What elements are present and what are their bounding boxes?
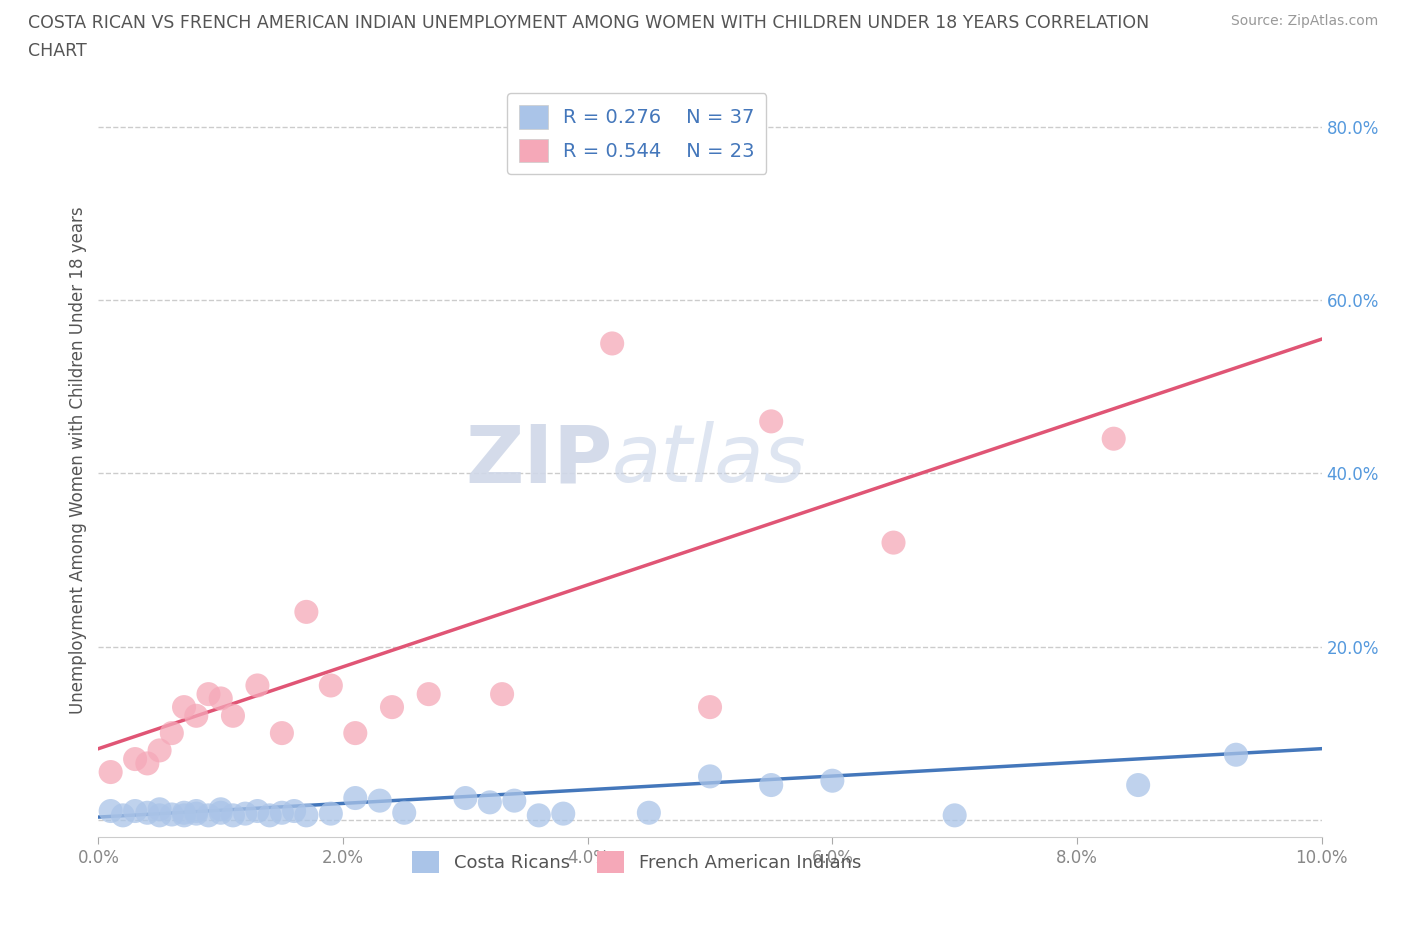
Point	[149, 802, 172, 817]
Point	[344, 790, 367, 805]
Point	[418, 686, 440, 701]
Point	[368, 793, 391, 808]
Point	[100, 764, 122, 779]
Point	[186, 806, 208, 821]
Point	[222, 709, 245, 724]
Point	[503, 793, 526, 808]
Point	[136, 756, 159, 771]
Point	[1128, 777, 1150, 792]
Y-axis label: Unemployment Among Women with Children Under 18 years: Unemployment Among Women with Children U…	[69, 206, 87, 714]
Point	[124, 751, 146, 766]
Point	[637, 805, 661, 820]
Point	[527, 808, 550, 823]
Point	[344, 725, 367, 740]
Point	[454, 790, 477, 805]
Point	[283, 804, 305, 818]
Point	[1225, 748, 1247, 763]
Legend: Costa Ricans, French American Indians: Costa Ricans, French American Indians	[405, 844, 868, 881]
Point	[173, 805, 195, 820]
Point	[295, 808, 318, 823]
Point	[197, 686, 219, 701]
Point	[759, 777, 782, 792]
Point	[699, 769, 721, 784]
Point	[319, 678, 342, 693]
Point	[270, 805, 292, 820]
Point	[259, 808, 281, 823]
Point	[173, 808, 195, 823]
Point	[392, 805, 416, 820]
Text: COSTA RICAN VS FRENCH AMERICAN INDIAN UNEMPLOYMENT AMONG WOMEN WITH CHILDREN UND: COSTA RICAN VS FRENCH AMERICAN INDIAN UN…	[28, 14, 1149, 32]
Point	[124, 804, 146, 818]
Point	[943, 808, 966, 823]
Point	[136, 805, 159, 820]
Point	[246, 678, 269, 693]
Point	[600, 336, 623, 351]
Point	[173, 699, 195, 714]
Point	[821, 773, 844, 788]
Point	[553, 806, 575, 821]
Point	[295, 604, 318, 619]
Point	[160, 807, 183, 822]
Point	[209, 691, 232, 706]
Point	[246, 804, 269, 818]
Text: CHART: CHART	[28, 42, 87, 60]
Point	[699, 699, 721, 714]
Point	[270, 725, 292, 740]
Point	[186, 709, 208, 724]
Point	[111, 808, 134, 823]
Point	[209, 802, 232, 817]
Point	[478, 795, 501, 810]
Point	[759, 414, 782, 429]
Point	[149, 808, 172, 823]
Text: ZIP: ZIP	[465, 421, 612, 499]
Point	[883, 535, 905, 550]
Point	[319, 806, 342, 821]
Point	[160, 725, 183, 740]
Text: atlas: atlas	[612, 421, 807, 499]
Point	[197, 808, 219, 823]
Point	[209, 805, 232, 820]
Point	[222, 808, 245, 823]
Point	[1102, 432, 1125, 446]
Point	[233, 806, 256, 821]
Text: Source: ZipAtlas.com: Source: ZipAtlas.com	[1230, 14, 1378, 28]
Point	[100, 804, 122, 818]
Point	[149, 743, 172, 758]
Point	[491, 686, 513, 701]
Point	[186, 804, 208, 818]
Point	[381, 699, 404, 714]
